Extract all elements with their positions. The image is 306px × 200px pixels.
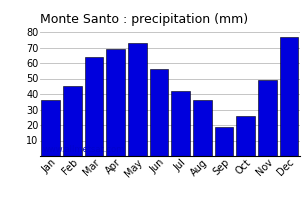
- Bar: [150, 69, 168, 156]
- Bar: [215, 127, 233, 156]
- Bar: [258, 80, 277, 156]
- Bar: [128, 43, 147, 156]
- Bar: [193, 100, 211, 156]
- Text: Monte Santo : precipitation (mm): Monte Santo : precipitation (mm): [40, 13, 248, 26]
- Bar: [41, 100, 60, 156]
- Bar: [63, 86, 81, 156]
- Text: www.allmetsat.com: www.allmetsat.com: [42, 145, 125, 154]
- Bar: [171, 91, 190, 156]
- Bar: [237, 116, 255, 156]
- Bar: [280, 37, 298, 156]
- Bar: [106, 49, 125, 156]
- Bar: [85, 57, 103, 156]
